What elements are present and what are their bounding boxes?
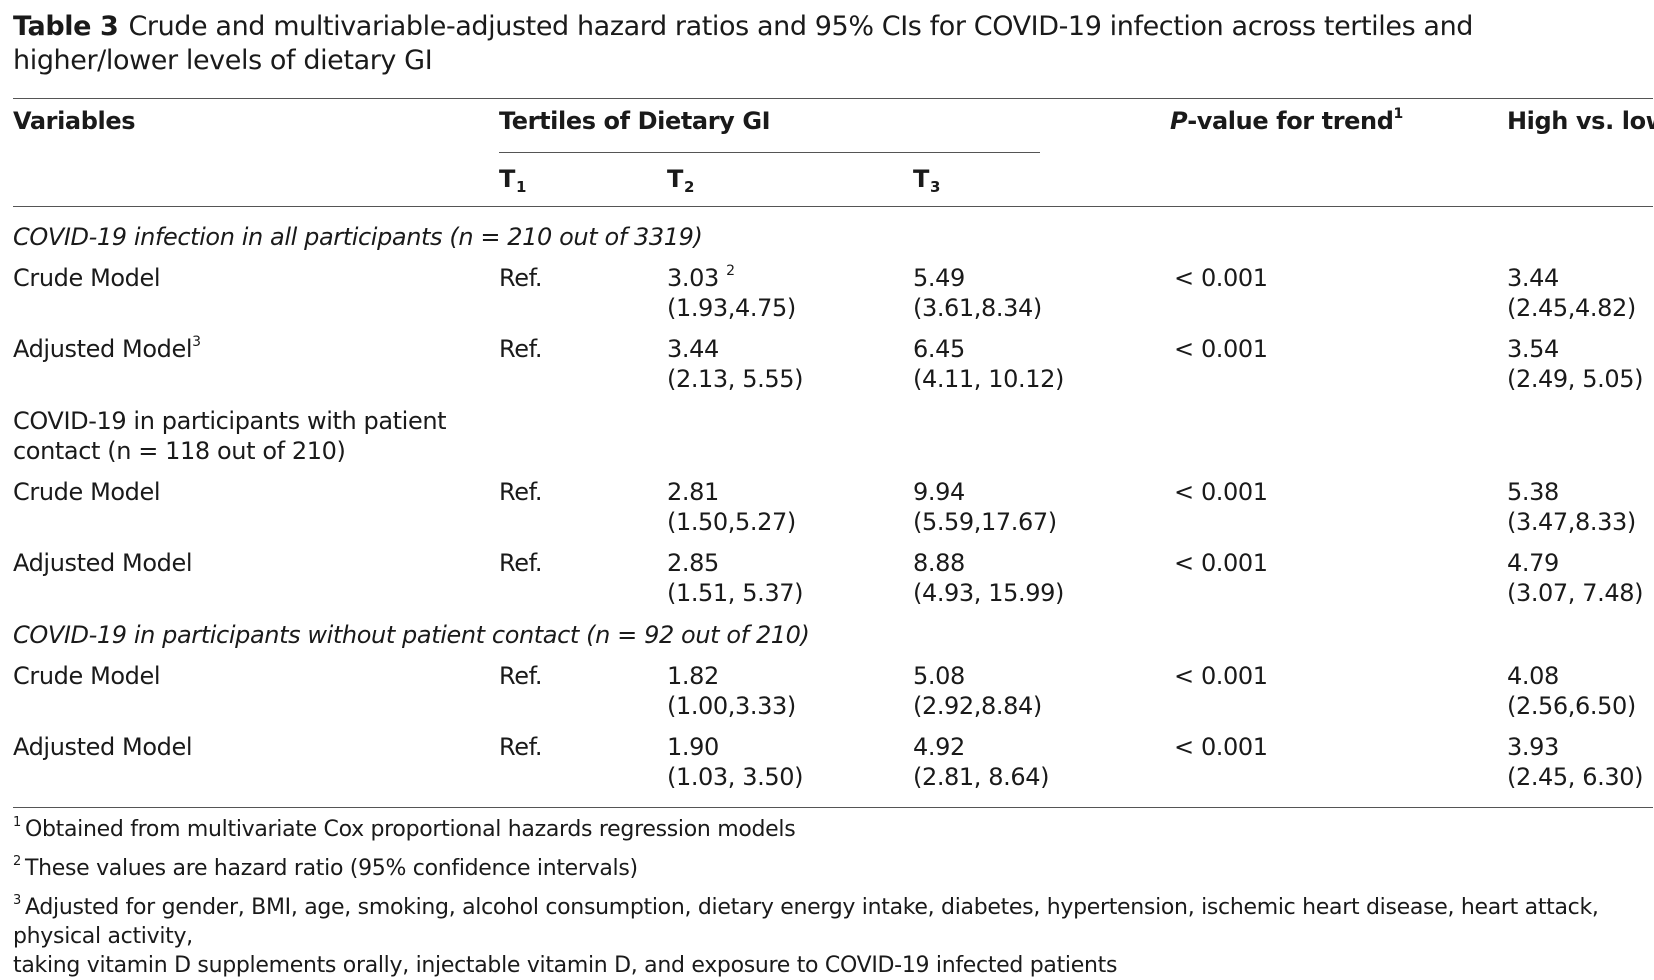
row-t3: 5.49: [913, 264, 965, 292]
row-hl-ci: (2.45,4.82): [1507, 294, 1636, 322]
row-t2: 3.03 2: [667, 263, 735, 292]
row-label: Adjusted Model3: [13, 334, 201, 363]
row-t2: 1.90: [667, 733, 719, 761]
row-p: < 0.001: [1174, 264, 1268, 292]
row-t3-ci: (4.11, 10.12): [913, 365, 1064, 393]
table-label: Table 3: [13, 11, 119, 42]
section-with-contact-line2: contact (n = 118 out of 210): [13, 437, 346, 465]
row-t3-ci: (5.59,17.67): [913, 508, 1057, 536]
row-hl-ci: (2.56,6.50): [1507, 692, 1636, 720]
row-p: < 0.001: [1174, 733, 1268, 761]
row-t1: Ref.: [499, 478, 543, 506]
row-p: < 0.001: [1174, 478, 1268, 506]
row-t3-ci: (4.93, 15.99): [913, 579, 1064, 607]
row-t2: 3.44: [667, 335, 719, 363]
row-p: < 0.001: [1174, 662, 1268, 690]
table-caption: Table 3 Crude and multivariable-adjusted …: [13, 10, 1643, 78]
row-hl-ci: (3.47,8.33): [1507, 508, 1636, 536]
header-t2: T2: [667, 165, 695, 196]
row-t1: Ref.: [499, 733, 543, 761]
row-t2-ci: (1.03, 3.50): [667, 763, 804, 791]
header-variables: Variables: [13, 107, 136, 135]
row-t1: Ref.: [499, 549, 543, 577]
row-label: Crude Model: [13, 662, 161, 690]
header-high-vs-low: High vs. low: [1507, 107, 1654, 135]
header-tertiles: Tertiles of Dietary GI: [499, 107, 771, 135]
row-hl: 3.54: [1507, 335, 1559, 363]
top-rule: [13, 98, 1653, 99]
row-t3: 6.45: [913, 335, 965, 363]
row-t2-ci: (2.13, 5.55): [667, 365, 804, 393]
header-rule: [13, 206, 1653, 207]
row-hl-ci: (2.49, 5.05): [1507, 365, 1644, 393]
row-label: Adjusted Model: [13, 549, 193, 577]
row-label: Crude Model: [13, 478, 161, 506]
row-p: < 0.001: [1174, 335, 1268, 363]
row-hl: 3.44: [1507, 264, 1559, 292]
row-t3: 4.92: [913, 733, 965, 761]
row-t2-ci: (1.50,5.27): [667, 508, 796, 536]
row-t3: 8.88: [913, 549, 965, 577]
section-with-contact-line1: COVID-19 in participants with patient: [13, 407, 447, 435]
footnote-1: 1 Obtained from multivariate Cox proporti…: [13, 814, 796, 842]
row-t2-ci: (1.93,4.75): [667, 294, 796, 322]
footnote-2: 2 These values are hazard ratio (95% conf…: [13, 853, 638, 881]
row-hl: 4.08: [1507, 662, 1559, 690]
row-hl: 4.79: [1507, 549, 1559, 577]
row-t1: Ref.: [499, 335, 543, 363]
row-t2: 1.82: [667, 662, 719, 690]
header-t3: T3: [913, 165, 941, 196]
tertiles-subrule: [499, 152, 1040, 153]
row-t3: 5.08: [913, 662, 965, 690]
bottom-rule: [13, 807, 1653, 808]
row-t1: Ref.: [499, 662, 543, 690]
row-hl: 5.38: [1507, 478, 1559, 506]
row-hl: 3.93: [1507, 733, 1559, 761]
section-without-contact: COVID-19 in participants without patient…: [13, 621, 810, 649]
row-label: Crude Model: [13, 264, 161, 292]
header-t1: T1: [499, 165, 527, 196]
section-all-participants: COVID-19 infection in all participants (…: [13, 223, 703, 251]
row-p: < 0.001: [1174, 549, 1268, 577]
row-t2-ci: (1.00,3.33): [667, 692, 796, 720]
footnote-3: 3 Adjusted for gender, BMI, age, smoking,…: [13, 892, 1599, 978]
row-t2: 2.81: [667, 478, 719, 506]
row-t3-ci: (3.61,8.34): [913, 294, 1042, 322]
row-t3: 9.94: [913, 478, 965, 506]
row-t2-ci: (1.51, 5.37): [667, 579, 804, 607]
caption-text: Crude and multivariable-adjusted hazard …: [13, 11, 1474, 76]
row-t3-ci: (2.92,8.84): [913, 692, 1042, 720]
header-p-trend: P-value for trend1: [1170, 106, 1403, 135]
row-t3-ci: (2.81, 8.64): [913, 763, 1050, 791]
row-t1: Ref.: [499, 264, 543, 292]
row-label: Adjusted Model: [13, 733, 193, 761]
row-t2: 2.85: [667, 549, 719, 577]
row-hl-ci: (2.45, 6.30): [1507, 763, 1644, 791]
row-hl-ci: (3.07, 7.48): [1507, 579, 1644, 607]
